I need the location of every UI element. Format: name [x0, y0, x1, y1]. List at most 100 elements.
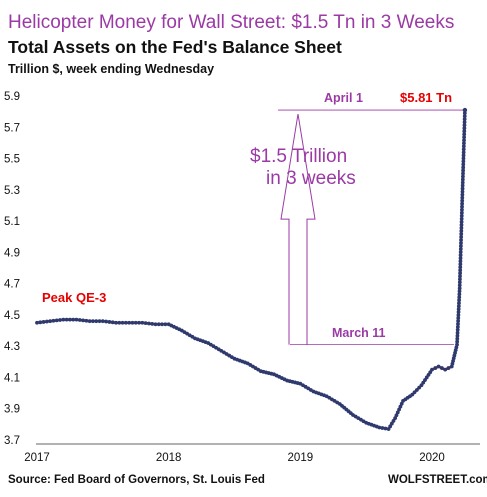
x-tick-label: 2020 — [419, 452, 445, 464]
source-note: Source: Fed Board of Governors, St. Loui… — [8, 474, 265, 486]
x-tick-label: 2018 — [156, 452, 182, 464]
data-point — [377, 425, 382, 430]
data-point — [456, 304, 461, 309]
data-point — [456, 307, 461, 311]
april-label: April 1 — [324, 91, 363, 105]
data-point — [386, 427, 391, 431]
y-tick-label: 4.9 — [4, 247, 20, 259]
y-tick-label: 5.3 — [4, 185, 20, 197]
data-point — [457, 283, 462, 288]
data-point — [457, 298, 461, 303]
y-axis-label: Trillion $, week ending Wednesday — [8, 62, 214, 76]
data-point — [458, 256, 463, 260]
data-point — [457, 286, 462, 291]
data-point — [457, 292, 462, 297]
chart-subtitle: Total Assets on the Fed's Balance Sheet — [8, 37, 342, 57]
y-tick-label: 3.9 — [4, 404, 20, 416]
data-point — [104, 319, 109, 324]
data-point — [395, 410, 400, 415]
data-point — [459, 235, 464, 239]
data-point — [460, 189, 465, 194]
data-point — [455, 330, 460, 335]
data-point — [462, 132, 467, 137]
data-point — [461, 171, 465, 176]
arrow-label-line1: $1.5 Trillion — [250, 146, 347, 167]
data-point — [458, 259, 463, 264]
data-point — [459, 213, 464, 218]
data-point — [458, 274, 462, 279]
data-point — [462, 126, 467, 131]
data-point — [58, 318, 62, 322]
data-point — [94, 319, 99, 324]
data-point — [459, 225, 464, 230]
data-point — [127, 320, 132, 325]
data-point — [461, 165, 466, 170]
data-point — [462, 114, 467, 119]
data-point — [460, 186, 465, 191]
data-point — [455, 324, 460, 329]
data-point — [458, 244, 463, 248]
data-point — [117, 320, 122, 325]
data-point — [44, 319, 49, 324]
data-point — [394, 413, 399, 418]
data-point — [461, 150, 466, 155]
data-point — [455, 336, 460, 341]
data-point — [456, 319, 461, 323]
data-point — [443, 367, 448, 372]
data-point — [64, 317, 69, 322]
series-group — [35, 107, 468, 431]
x-tick-label: 2019 — [288, 452, 314, 464]
data-point — [462, 129, 467, 134]
data-point — [461, 159, 466, 164]
data-point — [462, 111, 467, 115]
y-tick-label: 5.1 — [4, 216, 20, 228]
data-point — [460, 201, 465, 206]
data-point — [461, 174, 465, 179]
data-point — [460, 207, 464, 212]
data-point — [430, 367, 434, 372]
data-point — [163, 322, 168, 327]
data-point — [38, 320, 43, 325]
data-point — [147, 321, 151, 326]
data-point — [84, 318, 89, 323]
data-point — [114, 320, 118, 325]
y-tick-label: 4.7 — [4, 279, 20, 291]
data-point — [460, 195, 465, 200]
data-point — [462, 117, 467, 122]
data-point — [460, 204, 464, 209]
data-point — [446, 366, 451, 370]
data-point — [140, 320, 145, 325]
data-point — [433, 366, 438, 370]
data-point — [393, 416, 398, 421]
data-point — [461, 153, 466, 158]
data-point — [462, 138, 466, 143]
data-point — [68, 317, 72, 322]
data-point — [74, 317, 79, 322]
x-tick-labels: 2017 2018 2019 2020 — [24, 452, 445, 464]
data-point — [459, 219, 464, 224]
data-point — [436, 364, 441, 369]
data-point — [133, 320, 138, 325]
data-point — [107, 320, 112, 324]
march-label: March 11 — [332, 326, 386, 340]
data-point — [41, 320, 46, 324]
data-point — [459, 216, 464, 221]
data-point — [61, 317, 66, 322]
arrow-label-line2: in 3 weeks — [266, 168, 356, 189]
data-point — [458, 265, 463, 270]
data-point — [455, 339, 460, 344]
data-point — [456, 310, 461, 314]
data-point — [97, 319, 102, 324]
data-point — [388, 424, 393, 429]
data-point — [457, 301, 461, 306]
data-point — [389, 421, 394, 426]
data-point — [457, 295, 462, 300]
data-point — [462, 141, 466, 146]
data-point — [460, 180, 465, 185]
data-point — [461, 147, 466, 152]
y-tick-labels: 3.7 3.9 4.1 4.3 4.5 4.7 4.9 5.1 5.3 5.5 5.7 5.9 — [4, 91, 20, 447]
data-point — [398, 404, 403, 409]
data-point — [459, 210, 464, 215]
data-point — [458, 262, 463, 267]
y-tick-label: 5.5 — [4, 154, 20, 166]
